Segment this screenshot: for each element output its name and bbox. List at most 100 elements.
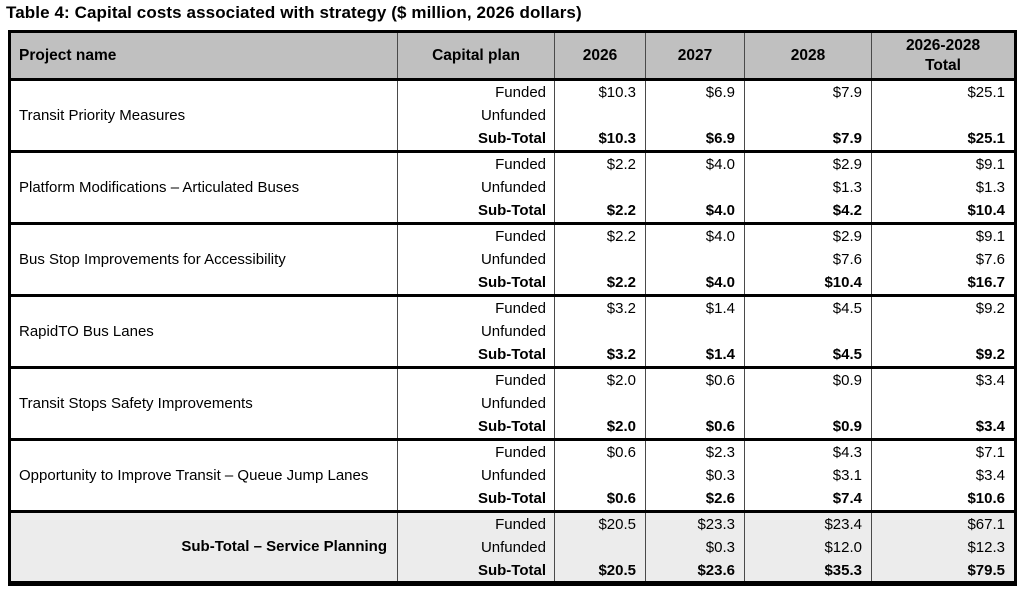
value-cell-2026: $2.0 [554, 415, 646, 440]
summary-project-name-cell: Sub-Total – Service Planning [9, 510, 398, 584]
capital-plan-cell: Sub-Total [397, 559, 555, 584]
table-row-sub-total: Sub-Total $2.0 $0.6 $0.9 $3.4 [10, 415, 1016, 440]
value-cell-2026: $2.0 [554, 366, 646, 392]
value-cell-2026: $2.2 [554, 150, 646, 176]
capital-plan-cell: Unfunded [397, 391, 555, 416]
value-cell-2027: $0.6 [645, 366, 745, 392]
col-header-2027: 2027 [645, 31, 745, 81]
value-cell-2026 [554, 103, 646, 128]
value-cell-2028: $0.9 [744, 366, 872, 392]
value-cell-2028: $35.3 [744, 559, 872, 584]
value-cell-2027 [645, 391, 745, 416]
table-row-unfunded: Unfunded $7.6 $7.6 [10, 247, 1016, 272]
value-cell-total: $10.6 [871, 487, 1016, 512]
capital-plan-cell: Unfunded [397, 535, 555, 560]
value-cell-2027: $4.0 [645, 150, 745, 176]
value-cell-total: $1.3 [871, 175, 1016, 200]
header-row: Project name Capital plan 2026 2027 2028… [9, 31, 1016, 81]
col-header-2028: 2028 [744, 31, 872, 81]
value-cell-2027: $23.3 [645, 510, 745, 536]
value-cell-2027: $4.0 [645, 199, 745, 224]
value-cell-total [871, 319, 1016, 344]
value-cell-total [871, 103, 1016, 128]
value-cell-2026: $2.2 [554, 199, 646, 224]
value-cell-2026 [554, 463, 646, 488]
summary-row-sub-total: Sub-Total $20.5 $23.6 $35.3 $79.5 [10, 559, 1016, 584]
value-cell-2028 [744, 103, 872, 128]
capital-plan-cell: Funded [397, 438, 555, 464]
value-cell-2028 [744, 391, 872, 416]
value-cell-2026 [554, 175, 646, 200]
value-cell-2027: $4.0 [645, 222, 745, 248]
table-row-funded: RapidTO Bus Lanes Funded $3.2 $1.4 $4.5 $9.2 [9, 294, 1016, 368]
project-name-cell: Transit Priority Measures [9, 78, 398, 152]
value-cell-2026 [554, 535, 646, 560]
capital-plan-cell: Sub-Total [397, 487, 555, 512]
value-cell-2027: $23.6 [645, 559, 745, 584]
value-cell-2028: $7.6 [744, 247, 872, 272]
table-row-unfunded: Unfunded $0.3 $3.1 $3.4 [10, 463, 1016, 488]
value-cell-2028: $7.9 [744, 78, 872, 104]
capital-plan-cell: Sub-Total [397, 199, 555, 224]
project-name-cell: RapidTO Bus Lanes [9, 294, 398, 368]
value-cell-total [871, 391, 1016, 416]
table-row-funded: Platform Modifications – Articulated Bus… [9, 150, 1016, 224]
capital-plan-cell: Unfunded [397, 319, 555, 344]
value-cell-total: $3.4 [871, 463, 1016, 488]
value-cell-2028 [744, 319, 872, 344]
value-cell-2026: $10.3 [554, 127, 646, 152]
col-header-total-label: 2026-2028 Total [905, 37, 981, 74]
capital-plan-cell: Funded [397, 366, 555, 392]
capital-plan-cell: Funded [397, 150, 555, 176]
value-cell-2026 [554, 247, 646, 272]
table-row-sub-total: Sub-Total $2.2 $4.0 $4.2 $10.4 [10, 199, 1016, 224]
value-cell-2028: $7.4 [744, 487, 872, 512]
value-cell-2027: $1.4 [645, 294, 745, 320]
value-cell-total: $7.1 [871, 438, 1016, 464]
project-name-cell: Bus Stop Improvements for Accessibility [9, 222, 398, 296]
capital-plan-cell: Funded [397, 222, 555, 248]
value-cell-total: $10.4 [871, 199, 1016, 224]
table-row-unfunded: Unfunded [10, 103, 1016, 128]
value-cell-2026: $0.6 [554, 438, 646, 464]
value-cell-total: $67.1 [871, 510, 1016, 536]
project-name-cell: Platform Modifications – Articulated Bus… [9, 150, 398, 224]
value-cell-2028: $4.5 [744, 343, 872, 368]
value-cell-2026: $20.5 [554, 510, 646, 536]
table-row-funded: Bus Stop Improvements for Accessibility F… [9, 222, 1016, 296]
table-row-unfunded: Unfunded [10, 391, 1016, 416]
value-cell-total: $9.2 [871, 343, 1016, 368]
project-name-cell: Transit Stops Safety Improvements [9, 366, 398, 440]
col-header-total: 2026-2028 Total [871, 31, 1016, 81]
capital-plan-cell: Sub-Total [397, 415, 555, 440]
value-cell-2026: $3.2 [554, 294, 646, 320]
table-row-sub-total: Sub-Total $0.6 $2.6 $7.4 $10.6 [10, 487, 1016, 512]
table-row-sub-total: Sub-Total $10.3 $6.9 $7.9 $25.1 [10, 127, 1016, 152]
capital-plan-cell: Funded [397, 78, 555, 104]
table-row-funded: Opportunity to Improve Transit – Queue J… [9, 438, 1016, 512]
capital-plan-cell: Unfunded [397, 247, 555, 272]
value-cell-2028: $10.4 [744, 271, 872, 296]
value-cell-total: $79.5 [871, 559, 1016, 584]
value-cell-2027: $6.9 [645, 127, 745, 152]
value-cell-2027 [645, 103, 745, 128]
value-cell-2028: $7.9 [744, 127, 872, 152]
value-cell-2027: $2.6 [645, 487, 745, 512]
value-cell-2028: $0.9 [744, 415, 872, 440]
value-cell-2028: $12.0 [744, 535, 872, 560]
col-header-capital-plan: Capital plan [397, 31, 555, 81]
value-cell-2028: $4.2 [744, 199, 872, 224]
value-cell-2028: $1.3 [744, 175, 872, 200]
value-cell-2026: $20.5 [554, 559, 646, 584]
value-cell-2027 [645, 175, 745, 200]
value-cell-2027 [645, 247, 745, 272]
value-cell-2027: $0.3 [645, 463, 745, 488]
capital-plan-cell: Sub-Total [397, 343, 555, 368]
capital-plan-cell: Unfunded [397, 175, 555, 200]
value-cell-2026: $2.2 [554, 271, 646, 296]
capital-plan-cell: Funded [397, 510, 555, 536]
capital-costs-table: Project name Capital plan 2026 2027 2028… [8, 30, 1017, 586]
value-cell-2027: $2.3 [645, 438, 745, 464]
value-cell-2028: $2.9 [744, 150, 872, 176]
